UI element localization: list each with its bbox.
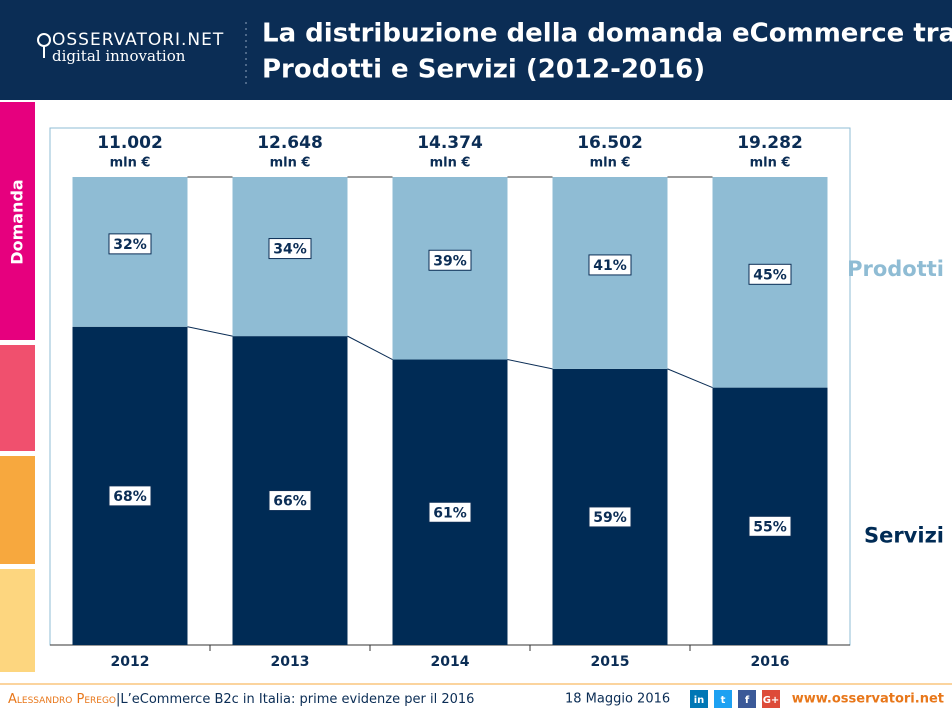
side-band [0, 456, 35, 564]
x-tick-label: 2013 [271, 654, 310, 670]
total-label: 11.002 [97, 133, 163, 153]
social-icon-label: in [694, 695, 705, 706]
value-label-box [588, 506, 632, 528]
total-label: 19.282 [737, 133, 803, 153]
x-tick-label: 2016 [751, 654, 790, 670]
side-band [0, 569, 35, 672]
value-label-box [268, 490, 312, 512]
value-label: 39% [433, 253, 467, 269]
value-label-box [108, 485, 152, 507]
author: Alessandro Perego [8, 692, 116, 707]
social-icons: in t f G+ [690, 690, 780, 708]
value-label-box [428, 249, 472, 271]
value-label: 59% [593, 510, 627, 526]
total-unit: mln € [590, 156, 631, 171]
logo-sub: digital innovation [52, 47, 186, 65]
total-label: 16.502 [577, 133, 643, 153]
series-connector [187, 326, 233, 337]
logo: OSSERVATORI.NET [52, 30, 224, 50]
side-band [0, 345, 35, 451]
value-label: 32% [113, 237, 147, 253]
value-label-box [268, 238, 312, 260]
x-tick-label: 2014 [431, 654, 470, 670]
value-label-box [428, 501, 472, 523]
legend-label: Prodotti [847, 257, 944, 281]
social-icon-label: f [745, 695, 750, 706]
social-icon-label: t [721, 695, 726, 706]
value-label-box [588, 254, 632, 276]
total-label: 12.648 [257, 133, 323, 153]
social-icon-label: G+ [763, 695, 780, 706]
series-connector [507, 359, 553, 370]
total-unit: mln € [270, 156, 311, 171]
value-label: 68% [113, 489, 147, 505]
total-unit: mln € [750, 156, 791, 171]
title: La distribuzione della domanda eCommerce… [262, 19, 952, 49]
footer-text: Alessandro Perego|L’eCommerce B2c in Ita… [8, 692, 474, 707]
x-tick-label: 2015 [591, 654, 630, 670]
footer-date: 18 Maggio 2016 [565, 692, 670, 707]
legend-label: Servizi [864, 523, 944, 547]
value-label-box [108, 233, 152, 255]
total-unit: mln € [110, 156, 151, 171]
value-label-box [748, 515, 792, 537]
x-tick-label: 2012 [111, 654, 150, 670]
header-band [0, 0, 952, 100]
value-label: 34% [273, 242, 307, 258]
title: Prodotti e Servizi (2012-2016) [262, 55, 705, 85]
value-label: 66% [273, 494, 307, 510]
footer-url: www.osservatori.net [792, 692, 944, 707]
social-icon [714, 690, 732, 708]
value-label: 61% [433, 505, 467, 521]
series-connector [667, 368, 713, 389]
value-label: 45% [753, 267, 787, 283]
value-label: 55% [753, 519, 787, 535]
value-label-box [748, 263, 792, 285]
value-label: 41% [593, 258, 627, 274]
footer-subtitle: |L’eCommerce B2c in Italia: prime eviden… [116, 692, 474, 707]
social-icon [762, 690, 780, 708]
social-icon [738, 690, 756, 708]
side-band [0, 102, 35, 340]
social-icon [690, 690, 708, 708]
series-connector [347, 335, 393, 360]
side-label: Domanda [8, 179, 27, 264]
total-unit: mln € [430, 156, 471, 171]
total-label: 14.374 [417, 133, 483, 153]
